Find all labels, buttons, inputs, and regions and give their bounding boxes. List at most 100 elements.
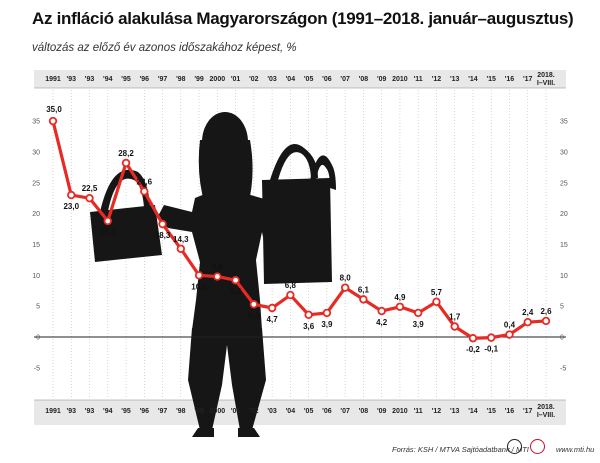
data-label: 4,7: [267, 315, 279, 324]
mtva-logo-icon: [507, 439, 522, 454]
y-tick-label-left: 5: [36, 304, 40, 311]
y-tick-label-left: 30: [32, 149, 40, 156]
y-tick-label-right: 5: [560, 304, 564, 311]
data-point: [286, 290, 295, 300]
data-point: [158, 219, 167, 229]
data-point: [231, 276, 240, 285]
data-point: [67, 190, 76, 200]
data-label: 2,6: [540, 307, 552, 316]
data-point: [48, 116, 58, 126]
x-axis-band-bottom: [34, 400, 566, 425]
x-tick-label-bottom: '16: [505, 408, 515, 415]
data-point: [359, 295, 368, 304]
data-point: [194, 271, 204, 280]
x-tick-label-top: 1991: [45, 76, 61, 83]
data-label: 3,6: [303, 322, 315, 331]
x-axis-band-top: [34, 70, 566, 88]
data-label: 6,1: [358, 285, 370, 294]
x-tick-label-top: '03: [267, 76, 277, 83]
data-label: 9,2: [230, 287, 242, 296]
data-label: 5,7: [431, 288, 443, 297]
data-point: [213, 272, 222, 281]
x-tick-label-top: '14: [468, 76, 478, 83]
data-label: 9,8: [212, 263, 224, 272]
x-tick-label-bottom: '97: [158, 408, 168, 415]
x-tick-label-top: '02: [249, 76, 259, 83]
footer-website: www.mti.hu: [556, 445, 595, 454]
x-tick-label-top: '13: [450, 76, 460, 83]
x-tick-label-bottom: '04: [286, 408, 296, 415]
x-tick-label-bottom: '11: [414, 408, 423, 415]
x-tick-label-top: '98: [176, 76, 186, 83]
x-tick-label-bottom: '96: [140, 408, 150, 415]
data-label: 4,2: [376, 318, 388, 327]
x-tick-label-bottom: '15: [486, 408, 496, 415]
x-tick-label-bottom: '98: [176, 408, 186, 415]
x-tick-label-bottom: '14: [468, 408, 478, 415]
shopping-woman-silhouette: [90, 112, 336, 437]
data-label: 0,4: [504, 321, 516, 330]
x-tick-label-top: 2018. I–VIII.: [537, 72, 555, 87]
x-tick-label-top: 2000: [210, 76, 226, 83]
mti-logo-icon: [530, 439, 545, 454]
y-tick-label-left: 25: [32, 180, 40, 187]
data-point: [432, 297, 441, 307]
x-tick-label-bottom: '05: [304, 408, 314, 415]
data-label: 3,9: [321, 320, 333, 329]
x-tick-label-bottom: '99: [194, 408, 204, 415]
data-point: [505, 330, 514, 339]
chart-title: Az infláció alakulása Magyarországon (19…: [32, 9, 574, 28]
y-tick-label-right: 0: [560, 335, 564, 342]
data-label: 14,3: [173, 235, 189, 244]
y-tick-label-left: 0: [36, 335, 40, 342]
data-label: 35,0: [46, 105, 62, 114]
x-tick-label-bottom: '12: [432, 408, 442, 415]
x-tick-label-top: '95: [121, 76, 131, 83]
data-label: -0,2: [466, 345, 480, 354]
y-tick-label-right: 15: [560, 242, 568, 249]
y-tick-label-right: 20: [560, 211, 568, 218]
data-point: [85, 193, 94, 203]
x-tick-label-bottom: '09: [377, 408, 387, 415]
y-tick-label-right: 30: [560, 149, 568, 156]
x-tick-label-top: 2010: [392, 76, 408, 83]
data-point: [413, 308, 423, 318]
data-point: [103, 216, 112, 226]
x-tick-label-top: '05: [304, 76, 314, 83]
y-tick-label-left: -5: [34, 365, 40, 372]
y-tick-label-left: 15: [32, 242, 40, 249]
data-point: [395, 302, 405, 311]
x-tick-label-top: '01: [231, 76, 241, 83]
x-tick-label-top: '04: [286, 76, 296, 83]
x-tick-label-bottom: '03: [267, 408, 277, 415]
data-point: [468, 334, 478, 343]
x-tick-label-top: '93: [67, 76, 77, 83]
y-tick-label-left: 20: [32, 211, 40, 218]
x-tick-label-top: '97: [158, 76, 168, 83]
data-point: [322, 308, 332, 318]
data-point: [121, 158, 131, 168]
data-point: [304, 310, 313, 319]
data-label: 28,2: [118, 149, 134, 158]
x-tick-label-bottom: '93: [85, 408, 95, 415]
x-tick-label-bottom: '94: [103, 408, 113, 415]
data-point: [523, 317, 532, 327]
y-tick-label-right: 25: [560, 180, 568, 187]
y-tick-label-right: -5: [560, 365, 566, 372]
x-tick-label-bottom: 1991: [45, 408, 61, 415]
x-tick-label-top: '08: [359, 76, 369, 83]
data-label: 1,7: [449, 313, 461, 322]
data-label: 22,5: [82, 184, 98, 193]
x-tick-label-bottom: '01: [231, 408, 241, 415]
x-tick-label-top: '96: [140, 76, 150, 83]
x-tick-label-top: '12: [432, 76, 442, 83]
data-label: 23,0: [63, 202, 79, 211]
y-tick-label-right: 35: [560, 119, 568, 126]
data-label: 4,9: [394, 293, 406, 302]
x-tick-label-top: '09: [377, 76, 387, 83]
data-label: 18,8: [100, 228, 116, 237]
data-label: 3,9: [413, 320, 425, 329]
data-point: [340, 283, 350, 292]
data-point: [176, 244, 186, 253]
